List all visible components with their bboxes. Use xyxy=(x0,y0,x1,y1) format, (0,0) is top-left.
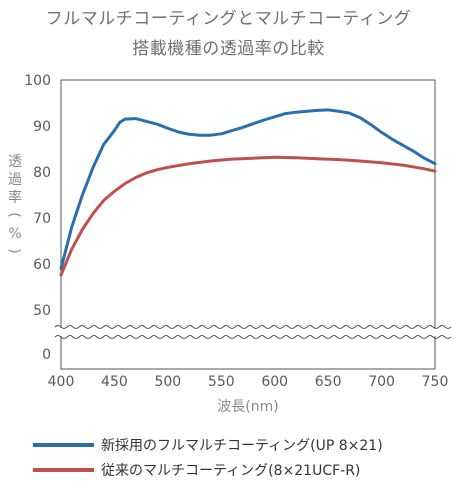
y-axis-label-char: % xyxy=(8,226,21,242)
series-line-1 xyxy=(59,108,437,271)
x-tick-label: 550 xyxy=(208,374,235,390)
x-tick-label: 700 xyxy=(368,374,395,390)
y-axis-label-char: ( xyxy=(6,212,22,217)
y-tick-label: 100 xyxy=(24,73,51,89)
x-tick-label: 650 xyxy=(315,374,342,390)
x-tick-label: 600 xyxy=(261,374,288,390)
series-line-2 xyxy=(59,155,437,277)
y-axis-label-char: 過 xyxy=(8,172,22,188)
y-axis-label-char: 透 xyxy=(8,154,22,170)
axis-break-band xyxy=(55,328,441,336)
x-tick-label: 500 xyxy=(154,374,181,390)
x-tick-label: 400 xyxy=(48,374,75,390)
y-tick-label: 80 xyxy=(33,165,51,181)
y-tick-label: 50 xyxy=(33,303,51,319)
chart-title: フルマルチコーティングとマルチコーティング xyxy=(45,9,412,29)
axis-break-line-top xyxy=(54,325,452,329)
plot-frame xyxy=(60,79,436,370)
legend-label-1: 新採用のフルマルチコーティング(UP 8×21) xyxy=(101,438,383,454)
x-tick-label: 450 xyxy=(101,374,128,390)
y-tick-label: 60 xyxy=(33,257,51,273)
axis-break-line-bottom xyxy=(54,335,452,339)
y-tick-label: 0 xyxy=(42,347,51,363)
chart-subtitle: 搭載機種の透過率の比較 xyxy=(132,39,325,59)
x-axis-label: 波長(nm) xyxy=(217,399,278,415)
y-axis-label-char: 率 xyxy=(8,189,22,206)
y-tick-label: 70 xyxy=(33,211,51,227)
y-axis-label-char: ) xyxy=(6,248,22,253)
legend-label-2: 従来のマルチコーティング(8×21UCF-R) xyxy=(101,463,360,479)
x-tick-label: 750 xyxy=(422,374,449,390)
y-tick-label: 90 xyxy=(33,119,51,135)
